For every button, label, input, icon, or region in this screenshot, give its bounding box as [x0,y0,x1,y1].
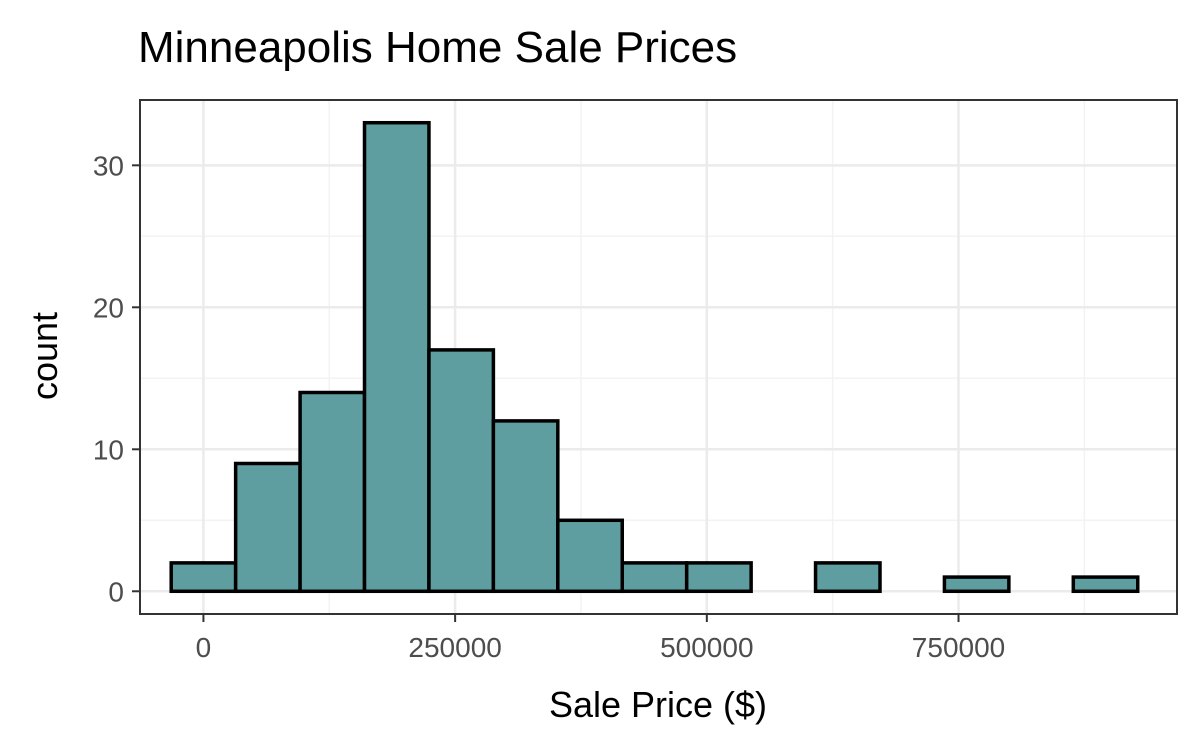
histogram-bar [169,561,238,594]
y-tick-label: 30 [93,150,124,181]
histogram-bar [813,561,882,594]
x-tick-label: 0 [196,632,212,663]
chart-title: Minneapolis Home Sale Prices [138,23,737,72]
histogram-bar [684,561,753,594]
y-axis-title: count [24,312,65,400]
y-tick-label: 10 [93,434,124,465]
x-tick-label: 500000 [660,632,753,663]
histogram-bar [362,120,431,594]
histogram-bar [942,575,1011,594]
panel-border [139,99,1178,615]
histogram-bar [556,518,625,594]
x-tick-label: 750000 [912,632,1005,663]
x-axis-title: Sale Price ($) [549,684,767,725]
axes: 0 250000 500000 750000 0 10 20 30 [93,150,1005,663]
bars [169,120,1140,594]
histogram-bar [233,461,302,594]
histogram-bar [620,561,689,594]
histogram-bar [491,419,560,594]
histogram-bar [1071,575,1140,594]
y-tick-label: 0 [108,576,124,607]
x-tick-label: 250000 [408,632,501,663]
histogram-bar [427,348,496,594]
histogram-bar [298,390,367,594]
y-tick-label: 20 [93,292,124,323]
